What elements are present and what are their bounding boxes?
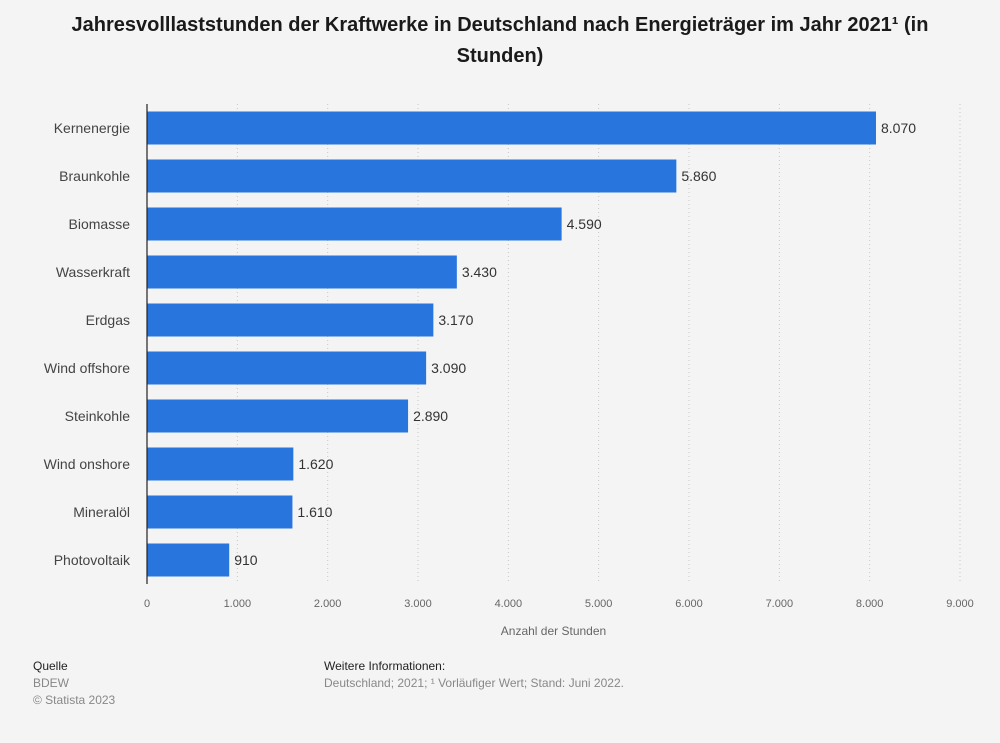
y-category-label: Erdgas	[86, 312, 130, 328]
y-category-label: Mineralöl	[73, 504, 130, 520]
data-label: 3.090	[431, 360, 466, 376]
data-label: 3.170	[438, 312, 473, 328]
y-category-label: Biomasse	[69, 216, 131, 232]
y-category-label: Wasserkraft	[56, 264, 130, 280]
bar	[147, 159, 677, 193]
bar	[147, 399, 409, 433]
x-tick-label: 1.000	[224, 598, 252, 610]
info-heading: Weitere Informationen:	[324, 659, 446, 673]
bar	[147, 255, 457, 289]
data-label: 3.430	[462, 264, 497, 280]
y-category-label: Steinkohle	[65, 408, 131, 424]
data-label: 5.860	[681, 168, 716, 184]
source-heading: Quelle	[33, 659, 68, 673]
source-block: Quelle BDEW © Statista 2023	[33, 658, 115, 709]
data-label: 4.590	[567, 216, 602, 232]
bar	[147, 207, 562, 241]
bar-chart: 0 1.000 2.000 3.000 4.000 5.000 6.000 7.000 8.00…	[44, 104, 974, 638]
x-tick-label: 3.000	[404, 598, 432, 610]
y-category-label: Kernenergie	[54, 120, 130, 136]
x-tick-label: 8.000	[856, 598, 884, 610]
x-tick-label: 5.000	[585, 598, 613, 610]
chart-title: Jahresvolllaststunden der Kraftwerke in …	[71, 14, 929, 67]
bar	[147, 495, 293, 529]
copyright-text: © Statista 2023	[33, 693, 116, 707]
info-block: Weitere Informationen: Deutschland; 2021…	[324, 658, 624, 692]
data-label: 8.070	[881, 120, 916, 136]
bar	[147, 111, 876, 145]
bar	[147, 351, 427, 385]
x-axis-title: Anzahl der Stunden	[501, 624, 606, 638]
y-category-label: Photovoltaik	[54, 552, 131, 568]
y-category-label: Wind onshore	[44, 456, 131, 472]
data-label: 1.620	[298, 456, 333, 472]
data-label: 910	[234, 552, 258, 568]
x-tick-label: 0	[144, 598, 150, 610]
x-tick-label: 6.000	[675, 598, 703, 610]
x-tick-label: 9.000	[946, 598, 974, 610]
data-label: 1.610	[297, 504, 332, 520]
bar	[147, 303, 434, 337]
x-tick-label: 7.000	[766, 598, 794, 610]
x-tick-label: 4.000	[495, 598, 523, 610]
bar	[147, 543, 230, 577]
data-label: 2.890	[413, 408, 448, 424]
source-text: BDEW	[33, 676, 69, 690]
y-category-label: Wind offshore	[44, 360, 130, 376]
info-text: Deutschland; 2021; ¹ Vorläufiger Wert; S…	[324, 676, 624, 690]
x-tick-label: 2.000	[314, 598, 342, 610]
bar	[147, 447, 294, 481]
y-category-label: Braunkohle	[59, 168, 130, 184]
